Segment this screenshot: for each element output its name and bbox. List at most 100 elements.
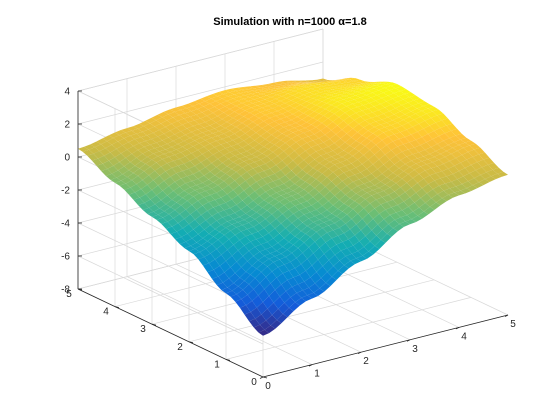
surface-facet (392, 168, 404, 176)
surface-facet (331, 101, 342, 107)
surface-facet (323, 111, 335, 119)
surface-facet (389, 183, 401, 192)
surface-facet (285, 170, 297, 180)
surface-facet (263, 142, 275, 150)
surface-facet (426, 162, 438, 169)
surface-facet (236, 147, 247, 154)
surface-facet (227, 190, 238, 200)
surface-facet (222, 158, 234, 167)
surface-facet (252, 295, 263, 308)
surface-facet (225, 124, 236, 131)
surface-facet (228, 212, 240, 220)
surface-facet (216, 217, 228, 225)
surface-facet (174, 110, 186, 115)
surface-facet (366, 83, 377, 85)
surface-facet (226, 140, 238, 147)
surface-facet (325, 238, 337, 249)
surface-facet (268, 228, 280, 239)
surface-facet (302, 164, 313, 174)
surface-facet (196, 238, 208, 246)
surface-facet (485, 176, 496, 182)
surface-facet (291, 218, 303, 228)
surface-facet (96, 138, 108, 145)
surface-facet (365, 230, 377, 242)
surface-facet (279, 122, 290, 128)
surface-facet (378, 107, 390, 114)
surface-facet (193, 224, 205, 235)
surface-facet (190, 185, 201, 191)
surface-facet (349, 78, 360, 81)
surface-facet (483, 157, 495, 165)
surface-facet (214, 170, 226, 179)
surface-facet (273, 296, 285, 309)
surface-facet (130, 133, 141, 140)
surface-facet (437, 190, 449, 199)
surface-facet (317, 196, 329, 206)
surface-facet (313, 288, 325, 296)
surface-facet (274, 81, 285, 85)
surface-facet (214, 197, 226, 206)
surface-facet (188, 140, 200, 147)
surface-facet (359, 177, 370, 184)
surface-facet (260, 183, 272, 192)
surface-facet (254, 159, 266, 167)
surface-facet (275, 113, 287, 119)
surface-facet (188, 219, 200, 230)
surface-facet (144, 199, 155, 208)
surface-facet (395, 125, 407, 133)
surface-facet (233, 137, 244, 144)
surface-facet (292, 284, 303, 293)
surface-facet (199, 248, 211, 257)
surface-facet (273, 233, 285, 243)
surface-facet (290, 227, 301, 237)
surface-facet (331, 90, 342, 94)
surface-facet (162, 186, 174, 196)
surface-facet (349, 112, 361, 121)
surface-facet (245, 209, 257, 217)
surface-facet (285, 100, 296, 106)
surface-facet (290, 292, 302, 303)
surface-facet (222, 136, 233, 143)
surface-facet (261, 84, 273, 87)
surface-facet (250, 239, 262, 247)
surface-facet (192, 234, 203, 243)
surface-facet (319, 186, 330, 197)
surface-facet (219, 173, 231, 182)
surface-facet (328, 96, 339, 100)
surface-facet (372, 129, 384, 137)
surface-facet (217, 94, 229, 99)
surface-facet (316, 149, 327, 156)
surface-facet (154, 166, 166, 176)
surface-facet (246, 300, 257, 312)
surface-facet (328, 113, 339, 122)
surface-facet (237, 190, 249, 201)
surface-facet (274, 140, 286, 148)
surface-facet (386, 98, 398, 105)
surface-facet (294, 203, 306, 211)
surface-facet (401, 102, 413, 109)
surface-facet (254, 136, 266, 144)
surface-facet (397, 171, 409, 179)
surface-facet (234, 153, 246, 159)
surface-facet (282, 187, 294, 194)
surface-facet (314, 92, 325, 96)
gridline-backwall-z (77, 61, 324, 125)
surface-facet (478, 152, 490, 160)
surface-facet (214, 103, 226, 110)
surface-facet (364, 241, 375, 252)
surface-facet (291, 193, 303, 200)
surface-facet (332, 117, 344, 126)
surface-facet (350, 84, 362, 87)
surface-facet (280, 98, 292, 104)
y-tick-mark (114, 306, 120, 308)
surface-facet (377, 219, 389, 230)
surface-facet (331, 270, 343, 280)
surface-facet (233, 185, 244, 196)
surface-facet (363, 150, 375, 160)
surface-facet (191, 178, 203, 186)
surface-facet (107, 165, 118, 174)
surface-facet (209, 259, 220, 270)
surface-facet (134, 137, 146, 144)
surface-facet (184, 187, 195, 194)
surface-facet (339, 256, 351, 266)
